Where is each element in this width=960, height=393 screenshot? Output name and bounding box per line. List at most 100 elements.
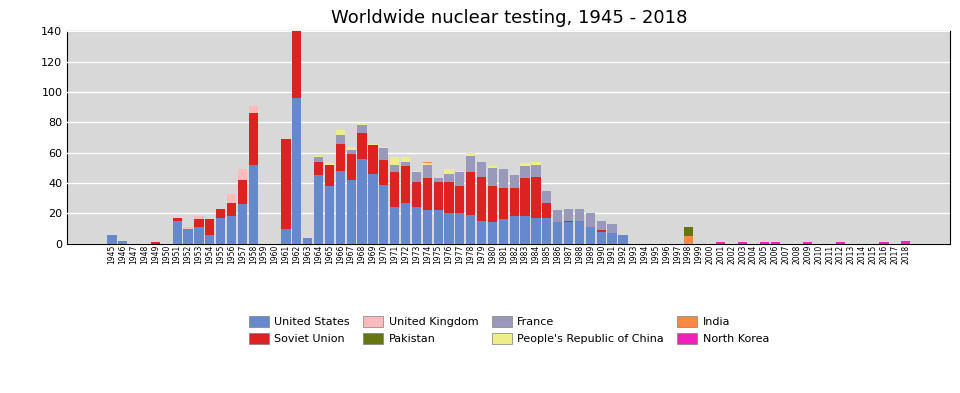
Bar bbox=[455, 171, 465, 173]
Bar bbox=[499, 187, 508, 219]
Bar bbox=[444, 213, 454, 244]
Bar bbox=[205, 219, 214, 235]
Bar bbox=[281, 228, 291, 244]
Bar bbox=[422, 163, 432, 165]
Bar bbox=[324, 165, 334, 186]
Bar bbox=[771, 242, 780, 244]
Bar bbox=[684, 236, 693, 244]
Bar bbox=[118, 241, 128, 244]
Bar bbox=[444, 182, 454, 213]
Bar bbox=[586, 227, 595, 244]
Bar bbox=[401, 157, 410, 162]
Bar bbox=[194, 219, 204, 227]
Bar bbox=[390, 207, 399, 244]
Bar bbox=[520, 166, 530, 178]
Bar bbox=[444, 174, 454, 182]
Bar bbox=[422, 162, 432, 163]
Bar bbox=[477, 177, 487, 221]
Bar bbox=[173, 221, 181, 244]
Bar bbox=[336, 134, 345, 143]
Bar bbox=[194, 227, 204, 244]
Bar bbox=[520, 217, 530, 244]
Legend: United States, Soviet Union, United Kingdom, Pakistan, France, People's Republic: United States, Soviet Union, United King… bbox=[245, 313, 773, 347]
Bar bbox=[520, 178, 530, 217]
Bar bbox=[836, 242, 845, 244]
Bar bbox=[596, 221, 606, 230]
Bar bbox=[227, 203, 236, 217]
Bar bbox=[477, 162, 487, 177]
Bar bbox=[455, 173, 465, 186]
Bar bbox=[531, 165, 540, 177]
Bar bbox=[390, 157, 399, 165]
Bar bbox=[412, 182, 421, 207]
Bar bbox=[564, 209, 573, 221]
Bar bbox=[173, 218, 181, 221]
Bar bbox=[324, 186, 334, 244]
Bar bbox=[564, 222, 573, 244]
Bar bbox=[183, 228, 193, 244]
Bar bbox=[379, 148, 389, 160]
Bar bbox=[434, 210, 443, 244]
Bar bbox=[455, 213, 465, 244]
Bar bbox=[357, 159, 367, 244]
Bar bbox=[412, 207, 421, 244]
Bar bbox=[510, 175, 518, 187]
Bar bbox=[542, 191, 551, 203]
Bar bbox=[596, 230, 606, 231]
Bar bbox=[357, 125, 367, 133]
Bar bbox=[684, 227, 693, 236]
Bar bbox=[520, 163, 530, 166]
Bar bbox=[314, 162, 324, 175]
Title: Worldwide nuclear testing, 1945 - 2018: Worldwide nuclear testing, 1945 - 2018 bbox=[330, 9, 687, 27]
Bar bbox=[575, 221, 584, 244]
Bar bbox=[608, 233, 616, 244]
Bar bbox=[553, 210, 563, 222]
Bar bbox=[422, 210, 432, 244]
Bar bbox=[488, 168, 497, 186]
Bar bbox=[467, 173, 475, 215]
Bar bbox=[314, 156, 324, 157]
Bar bbox=[379, 160, 389, 185]
Bar bbox=[553, 222, 563, 244]
Bar bbox=[314, 157, 324, 162]
Bar bbox=[216, 209, 226, 218]
Bar bbox=[901, 241, 910, 244]
Bar bbox=[194, 217, 204, 219]
Bar bbox=[216, 218, 226, 244]
Bar bbox=[357, 133, 367, 159]
Bar bbox=[510, 217, 518, 244]
Bar bbox=[347, 180, 356, 244]
Bar bbox=[336, 143, 345, 171]
Bar bbox=[499, 219, 508, 244]
Bar bbox=[314, 175, 324, 244]
Bar bbox=[369, 143, 377, 145]
Bar bbox=[575, 209, 584, 221]
Bar bbox=[542, 203, 551, 218]
Bar bbox=[369, 145, 377, 174]
Bar bbox=[422, 178, 432, 210]
Bar bbox=[357, 124, 367, 125]
Bar bbox=[531, 177, 540, 218]
Bar bbox=[510, 187, 518, 217]
Bar bbox=[336, 130, 345, 134]
Bar bbox=[390, 173, 399, 207]
Bar bbox=[281, 139, 291, 228]
Bar bbox=[608, 224, 616, 233]
Bar bbox=[488, 222, 497, 244]
Bar bbox=[347, 154, 356, 180]
Bar bbox=[303, 238, 312, 244]
Bar bbox=[151, 242, 160, 244]
Bar bbox=[205, 235, 214, 244]
Bar bbox=[238, 169, 247, 180]
Bar bbox=[467, 156, 475, 173]
Bar bbox=[401, 162, 410, 166]
Bar bbox=[108, 235, 116, 244]
Bar bbox=[390, 165, 399, 173]
Bar bbox=[422, 165, 432, 178]
Bar bbox=[716, 242, 726, 244]
Bar bbox=[379, 185, 389, 244]
Bar bbox=[249, 113, 258, 165]
Bar bbox=[249, 165, 258, 244]
Bar bbox=[401, 203, 410, 244]
Bar bbox=[488, 166, 497, 168]
